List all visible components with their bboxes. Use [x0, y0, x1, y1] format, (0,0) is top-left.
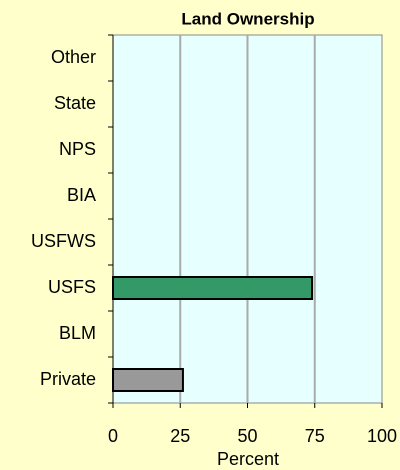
x-tick-label: 25	[170, 426, 190, 446]
y-tick-label: USFWS	[31, 231, 96, 251]
y-tick-label: BLM	[59, 323, 96, 343]
y-tick-label: Private	[40, 369, 96, 389]
bar	[112, 276, 314, 300]
x-tick-label: 100	[367, 426, 397, 446]
y-tick-label: State	[54, 93, 96, 113]
x-tick-label: 50	[237, 426, 257, 446]
chart-title: Land Ownership	[181, 9, 314, 28]
y-tick-label: NPS	[59, 139, 96, 159]
x-tick-label: 0	[108, 426, 118, 446]
x-axis-label: Percent	[217, 449, 279, 469]
y-tick-label: USFS	[48, 277, 96, 297]
bar	[112, 368, 184, 392]
y-tick-label: BIA	[67, 185, 96, 205]
x-tick-label: 75	[305, 426, 325, 446]
y-tick-label: Other	[51, 47, 96, 67]
